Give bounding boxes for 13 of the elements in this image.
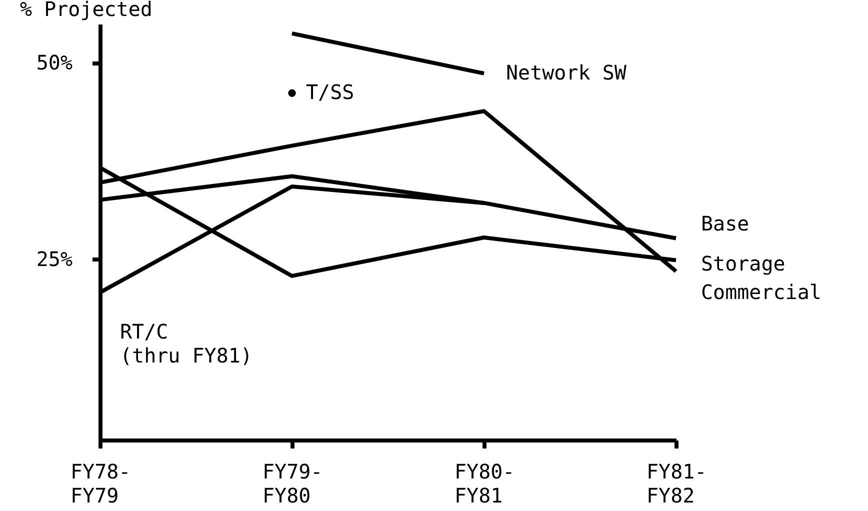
- x-tick-label: FY80- FY81: [454, 460, 515, 508]
- series-label: RT/C (thru FY81): [120, 319, 252, 368]
- series-label: Commercial: [701, 280, 822, 304]
- y-tick-label: 25%: [36, 246, 72, 271]
- x-tick-label: FY79- FY80: [262, 460, 323, 508]
- series-label: Storage: [701, 251, 786, 276]
- series-label: Base: [701, 211, 750, 236]
- x-tick-label: FY81- FY82: [646, 460, 707, 508]
- chart-title: % Projected: [20, 0, 152, 21]
- series-label: T/SS: [306, 80, 354, 104]
- y-tick-label: 50%: [36, 50, 72, 75]
- x-tick-label: FY78- FY79: [70, 460, 131, 508]
- series-label: Network SW: [506, 60, 628, 84]
